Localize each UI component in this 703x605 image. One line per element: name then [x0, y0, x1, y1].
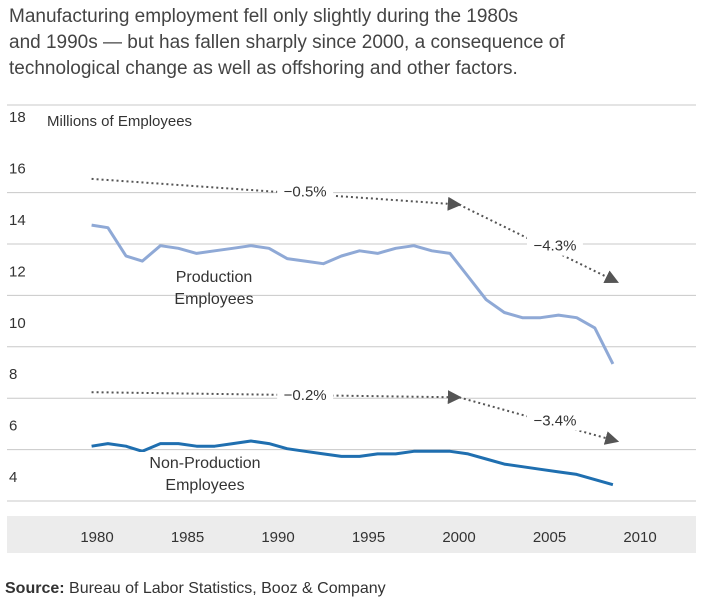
source-note: Source: Bureau of Labor Statistics, Booz…	[5, 580, 386, 598]
series-label-1-line-1: Employees	[165, 477, 244, 494]
y-tick-16: 16	[9, 161, 26, 178]
y-tick-labels: 4 6 8 10 12 14 16 18	[9, 109, 26, 486]
series-label-1-line-0: Non-Production	[149, 455, 260, 472]
y-tick-6: 6	[9, 418, 17, 435]
x-tick-1980: 1980	[80, 529, 113, 546]
series-label-0-line-1: Employees	[174, 291, 253, 308]
y-tick-12: 12	[9, 263, 26, 280]
y-tick-8: 8	[9, 366, 17, 383]
y-axis-label: Millions of Employees	[47, 113, 192, 130]
trend-label-3: −3.4%	[533, 412, 576, 429]
trend-label-bg-0	[277, 179, 334, 202]
x-axis-band	[7, 516, 696, 553]
source-text: Bureau of Labor Statistics, Booz & Compa…	[64, 580, 386, 597]
y-tick-18: 18	[9, 109, 26, 126]
source-label: Source:	[5, 580, 65, 597]
chart-subtitle: Manufacturing employment fell only sligh…	[9, 4, 699, 82]
trend-label-bg-1	[526, 233, 583, 256]
x-tick-2010: 2010	[623, 529, 656, 546]
trend-arrow-1	[458, 203, 619, 284]
x-tick-labels: 1980 1985 1990 1995 2000 2005 2010	[80, 529, 656, 546]
x-tick-1995: 1995	[352, 529, 385, 546]
x-tick-1990: 1990	[261, 529, 294, 546]
series-label-bg-1	[130, 452, 280, 498]
trend-label-bg-3	[526, 408, 583, 431]
series-line-1	[91, 439, 614, 487]
trend-label-0: −0.5%	[284, 184, 327, 201]
trend-label-1: −4.3%	[533, 238, 576, 255]
y-tick-4: 4	[9, 469, 17, 486]
series-label-0-line-0: Production	[176, 269, 253, 286]
x-tick-2005: 2005	[533, 529, 566, 546]
trend-arrow-2	[91, 390, 462, 405]
series-lines	[91, 223, 615, 487]
subtitle-line-1: Manufacturing employment fell only sligh…	[9, 6, 519, 27]
trend-annotations: −0.5% −4.3% −0.2% −3.4%	[91, 177, 620, 445]
series-labels: Production Employees Non-Production Employe…	[130, 269, 280, 498]
gridlines	[7, 104, 696, 502]
y-tick-14: 14	[9, 212, 26, 229]
x-tick-2000: 2000	[442, 529, 475, 546]
trend-label-bg-2	[277, 382, 334, 405]
subtitle-line-3: technological change as well as offshori…	[9, 58, 518, 79]
series-line-0	[91, 223, 615, 365]
subtitle-line-2: and 1990s — but has fallen sharply since…	[9, 32, 565, 53]
y-tick-10: 10	[9, 315, 26, 332]
trend-label-2: −0.2%	[284, 387, 327, 404]
trend-arrow-0	[91, 177, 462, 211]
x-tick-1985: 1985	[171, 529, 204, 546]
